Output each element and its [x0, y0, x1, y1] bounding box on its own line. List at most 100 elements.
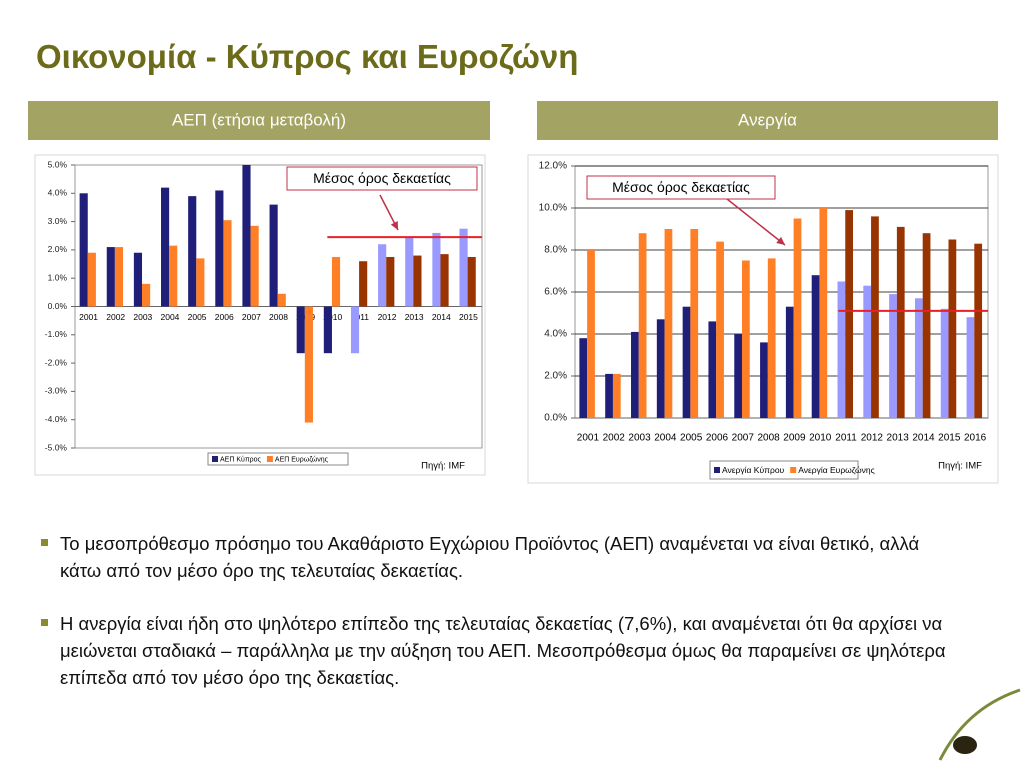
y-tick-label: -4.0%: [45, 414, 68, 424]
panel-header: [537, 101, 998, 140]
bar: [106, 247, 115, 307]
bar: [579, 338, 588, 418]
x-tick-label: 2014: [912, 433, 935, 444]
y-tick-label: -3.0%: [45, 386, 68, 396]
bar: [785, 306, 794, 418]
legend-label: ΑΕΠ Κύπρος: [220, 455, 262, 463]
x-tick-label: 2007: [242, 312, 261, 322]
x-tick-label: 2011: [835, 433, 857, 444]
bar: [819, 208, 828, 418]
bar: [440, 254, 449, 307]
bar: [760, 342, 768, 418]
source: Πηγή: IMF: [421, 461, 465, 472]
legend-box: [207, 452, 349, 466]
x-tick-label: 2016: [964, 433, 987, 444]
bar: [269, 204, 278, 307]
bar: [161, 187, 170, 307]
x-tick-label: 2005: [188, 312, 207, 322]
bar: [467, 256, 476, 307]
y-tick-label: 0.0%: [48, 301, 68, 311]
legend-box: [709, 460, 859, 480]
bar: [708, 321, 717, 418]
x-tick-label: 2013: [405, 312, 424, 322]
bar: [605, 373, 613, 418]
bar: [413, 255, 422, 307]
bar: [896, 226, 905, 418]
legend-label: Ανεργία Ευρωζώνης: [798, 465, 874, 475]
chart-frame: [34, 154, 486, 476]
bar: [304, 306, 313, 423]
bar: [656, 319, 665, 418]
bar: [331, 256, 341, 307]
y-tick-label: 6.0%: [544, 287, 567, 298]
x-tick-label: 2003: [628, 433, 651, 444]
y-tick-label: -5.0%: [45, 442, 68, 452]
bar: [948, 239, 957, 418]
bar: [196, 258, 205, 307]
olive: [953, 736, 977, 754]
bar: [378, 244, 387, 307]
bar: [734, 334, 743, 418]
bullet-list: Το μεσοπρόθεσμο πρόσημο του Ακαθάριστο Ε…: [40, 530, 960, 717]
x-tick-label: 2006: [215, 312, 234, 322]
bar: [350, 306, 360, 354]
x-tick-label: 2012: [378, 312, 397, 322]
bar: [631, 331, 639, 418]
x-tick-label: 2006: [706, 433, 729, 444]
source: Πηγή: IMF: [938, 461, 982, 472]
legend-swatch: [714, 467, 720, 473]
bar: [114, 247, 124, 307]
bar: [87, 252, 96, 307]
annotation: Μέσος όρος δεκαετίας: [612, 179, 750, 195]
arrow-head: [390, 221, 398, 230]
x-tick-label: 2002: [603, 433, 626, 444]
y-tick-label: 12.0%: [539, 161, 567, 172]
x-tick-label: 2007: [732, 433, 755, 444]
x-tick-label: 2010: [809, 433, 832, 444]
panel-header: [28, 101, 490, 140]
y-tick-label: 2.0%: [544, 371, 567, 382]
y-tick-label: 1.0%: [48, 272, 68, 282]
bar: [188, 196, 197, 307]
bar: [587, 250, 595, 418]
bar: [767, 258, 776, 418]
y-tick-label: 8.0%: [544, 245, 567, 256]
x-tick-label: 2008: [269, 312, 288, 322]
bar: [277, 293, 286, 307]
annotation: Μέσος όρος δεκαετίας: [313, 170, 451, 186]
y-tick-label: 2.0%: [48, 244, 68, 254]
x-tick-label: 2012: [861, 433, 884, 444]
bar: [664, 229, 673, 418]
x-tick-label: 2015: [459, 312, 478, 322]
x-tick-label: 2005: [680, 433, 703, 444]
bar: [690, 229, 699, 418]
x-tick-label: 2011: [351, 312, 370, 322]
legend-swatch: [266, 456, 273, 462]
annotation-box: [286, 166, 478, 191]
bar: [914, 298, 923, 418]
bar: [922, 233, 931, 418]
bar: [242, 165, 251, 307]
legend-label: Ανεργία Κύπρου: [722, 465, 785, 475]
bullet: Η ανεργία είναι ήδη στο ψηλότερο επίπεδο…: [40, 610, 960, 691]
x-tick-label: 2003: [133, 312, 152, 322]
bar: [793, 218, 802, 418]
bar: [169, 245, 178, 307]
y-tick-label: 5.0%: [48, 159, 68, 169]
y-tick-label: 10.0%: [539, 203, 567, 214]
x-tick-label: 2004: [161, 312, 180, 322]
bar: [742, 260, 750, 418]
x-tick-label: 2002: [106, 312, 125, 322]
arrow-head: [776, 236, 785, 245]
y-tick-label: -2.0%: [45, 357, 68, 367]
bar: [837, 281, 846, 418]
legend-swatch: [212, 456, 218, 462]
y-tick-label: 3.0%: [48, 216, 68, 226]
x-tick-label: 2009: [783, 433, 806, 444]
bar: [889, 294, 897, 418]
bar: [323, 306, 332, 354]
x-tick-label: 2015: [938, 433, 961, 444]
bar: [863, 285, 872, 418]
bar: [133, 252, 143, 307]
